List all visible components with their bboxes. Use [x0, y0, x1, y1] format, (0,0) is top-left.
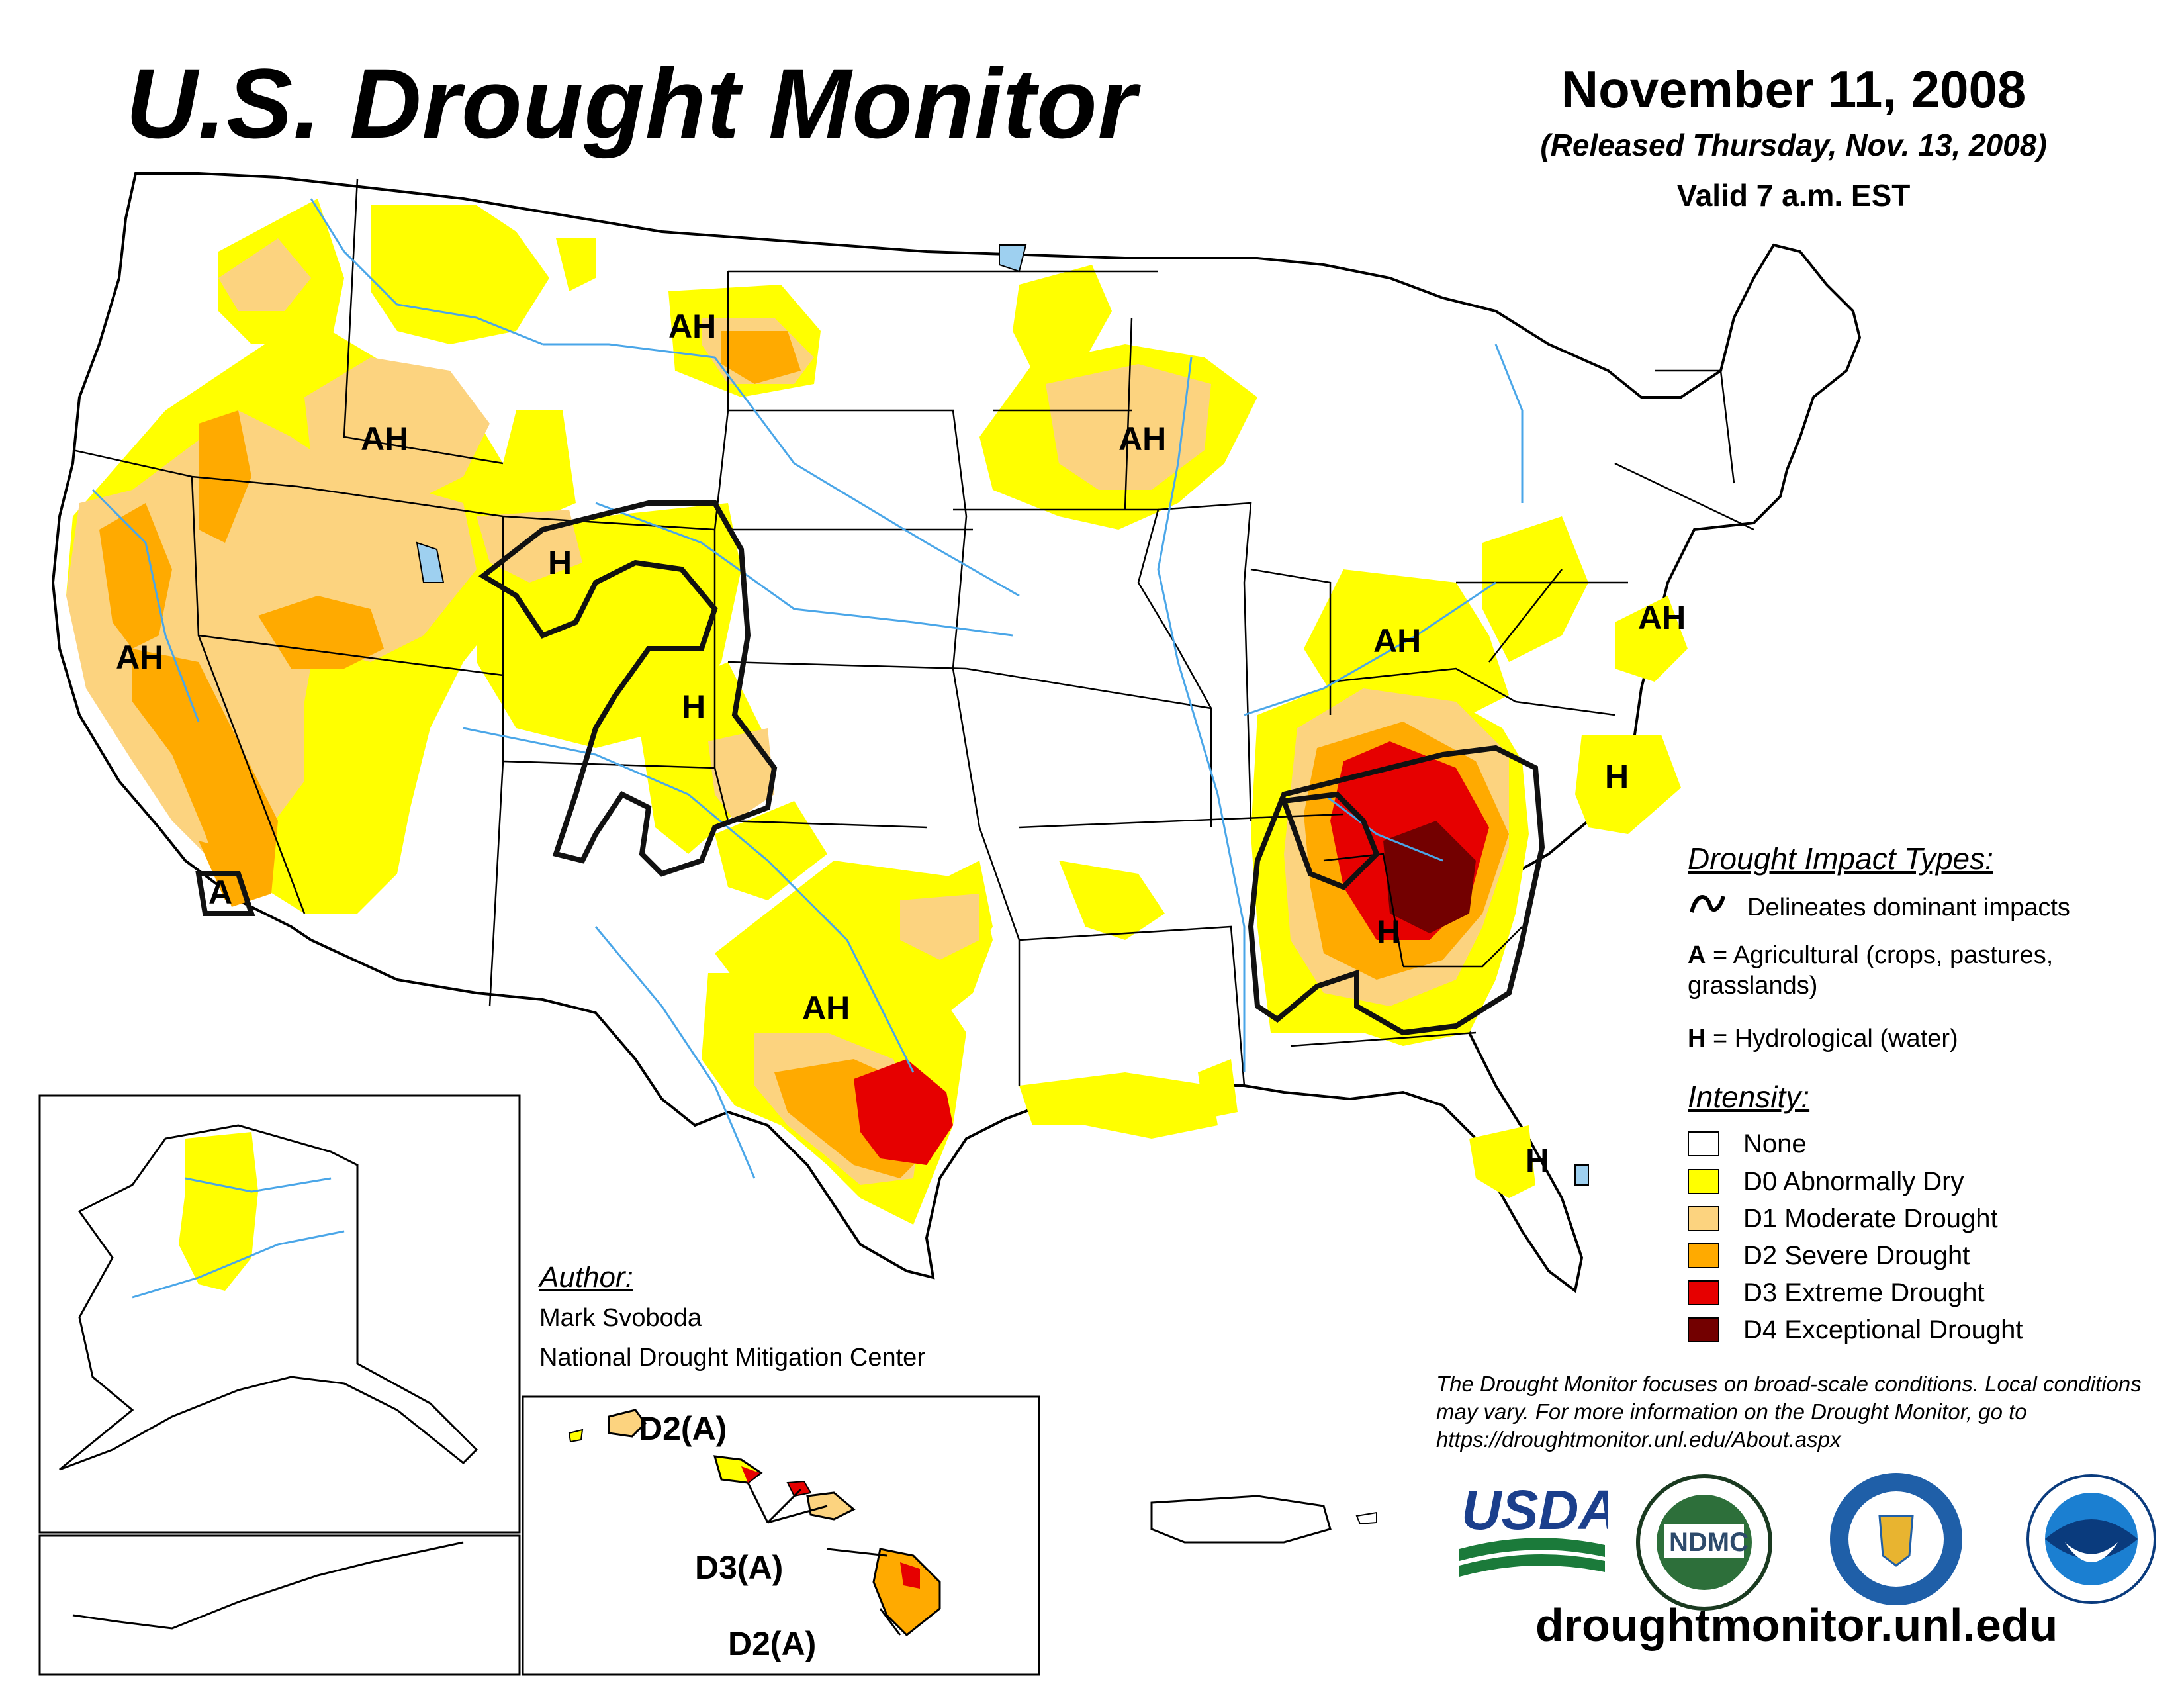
- label-florida-h: H: [1525, 1142, 1549, 1179]
- valid-time: Valid 7 a.m. EST: [1676, 178, 1911, 212]
- label-socal-a: A: [208, 874, 232, 911]
- legend-swatch-d2: [1688, 1243, 1719, 1268]
- label-texas-ah: AH: [802, 990, 850, 1027]
- rivers: [91, 198, 1524, 1179]
- impact-outlines: [195, 500, 1545, 1036]
- legend-row-d1: D1 Moderate Drought: [1688, 1203, 1998, 1234]
- label-nrockies-ah: AH: [361, 420, 408, 457]
- intensity-title: Intensity:: [1688, 1080, 1810, 1114]
- label-hawaii-d2a-bottom: D2(A): [728, 1625, 816, 1662]
- impact-types-title: Drought Impact Types:: [1688, 841, 1993, 876]
- label-colorado-h: H: [682, 688, 705, 726]
- impact-a-code: A: [1688, 941, 1706, 969]
- legend-label-d1: D1 Moderate Drought: [1743, 1203, 1998, 1233]
- legend-label-d0: D0 Abnormally Dry: [1743, 1166, 1964, 1196]
- lakes: [416, 244, 1589, 1186]
- impact-agricultural: A = Agricultural (crops, pastures,: [1688, 941, 2053, 970]
- legend-swatch-d1: [1688, 1206, 1719, 1231]
- label-hawaii-d3a: D3(A): [695, 1549, 783, 1586]
- impact-h-desc: = Hydrological (water): [1706, 1025, 1958, 1053]
- d4-areas: [1383, 821, 1476, 933]
- label-southeast-h: H: [1377, 914, 1400, 951]
- site-url[interactable]: droughtmonitor.unl.edu: [1535, 1599, 2058, 1651]
- label-nplains-ah: AH: [668, 308, 716, 345]
- commerce-seal: [1830, 1473, 1962, 1605]
- usda-logo: USDA: [1459, 1479, 1608, 1577]
- label-wyoming-h: H: [548, 544, 572, 581]
- impact-a-desc: = Agricultural (crops, pastures,: [1706, 941, 2054, 969]
- ndmc-logo-text: NDMC: [1669, 1528, 1749, 1557]
- hawaii-inset: D2(A) D3(A) D2(A): [522, 1395, 1377, 1676]
- author-org: National Drought Mitigation Center: [539, 1344, 925, 1372]
- impact-delineation-icon: [1690, 895, 1725, 913]
- legend-swatch-none: [1688, 1131, 1719, 1156]
- legend-row-none: None: [1688, 1129, 1807, 1159]
- usda-logo-text: USDA: [1461, 1479, 1608, 1541]
- legend-label-d2: D2 Severe Drought: [1743, 1241, 1970, 1270]
- author-title: Author:: [539, 1261, 633, 1293]
- legend-swatch-d0: [1688, 1169, 1719, 1194]
- impact-agricultural-cont: grasslands): [1688, 972, 1818, 1000]
- legend-row-d2: D2 Severe Drought: [1688, 1241, 1970, 1271]
- disclaimer-text: The Drought Monitor focuses on broad-sca…: [1436, 1372, 2142, 1452]
- legend-label-d3: D3 Extreme Drought: [1743, 1278, 1985, 1307]
- impact-delineates-text: Delineates dominant impacts: [1747, 894, 2070, 921]
- alaska-inset: [38, 1094, 521, 1676]
- ndmc-logo: NDMC: [1636, 1474, 1772, 1611]
- noaa-logo: [2026, 1474, 2156, 1604]
- state-borders: [72, 178, 1754, 1086]
- label-nc-h: H: [1605, 758, 1629, 795]
- author-name: Mark Svoboda: [539, 1304, 702, 1332]
- map-date: November 11, 2008: [1561, 60, 2026, 118]
- legend-row-d4: D4 Exceptional Drought: [1688, 1315, 2023, 1345]
- impact-hydrological: H = Hydrological (water): [1688, 1025, 1958, 1053]
- label-wisconsin-ah: AH: [1118, 420, 1166, 457]
- legend-swatch-d4: [1688, 1317, 1719, 1342]
- legend-row-d3: D3 Extreme Drought: [1688, 1278, 1985, 1308]
- legend-label-d4: D4 Exceptional Drought: [1743, 1315, 2023, 1344]
- release-date: (Released Thursday, Nov. 13, 2008): [1540, 128, 2047, 162]
- label-ohio-ah: AH: [1373, 622, 1421, 659]
- label-mdatl-ah: AH: [1638, 599, 1686, 636]
- map-title: U.S. Drought Monitor: [126, 48, 1138, 159]
- label-hawaii-d2a-top: D2(A): [639, 1410, 727, 1447]
- legend-swatch-d3: [1688, 1280, 1719, 1305]
- impact-h-code: H: [1688, 1025, 1706, 1053]
- label-california-ah: AH: [116, 639, 163, 676]
- legend-label-none: None: [1743, 1129, 1807, 1158]
- legend-row-d0: D0 Abnormally Dry: [1688, 1166, 1964, 1197]
